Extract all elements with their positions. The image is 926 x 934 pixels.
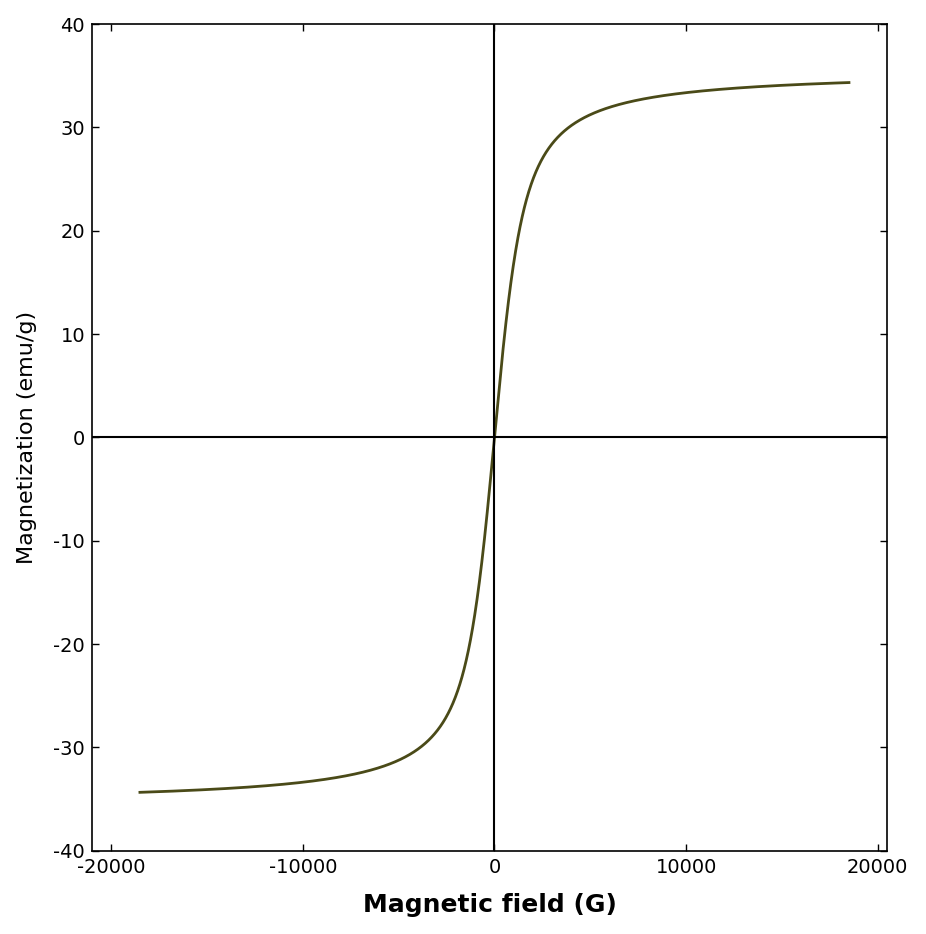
Y-axis label: Magnetization (emu/g): Magnetization (emu/g) <box>17 311 37 564</box>
X-axis label: Magnetic field (G): Magnetic field (G) <box>363 893 617 917</box>
